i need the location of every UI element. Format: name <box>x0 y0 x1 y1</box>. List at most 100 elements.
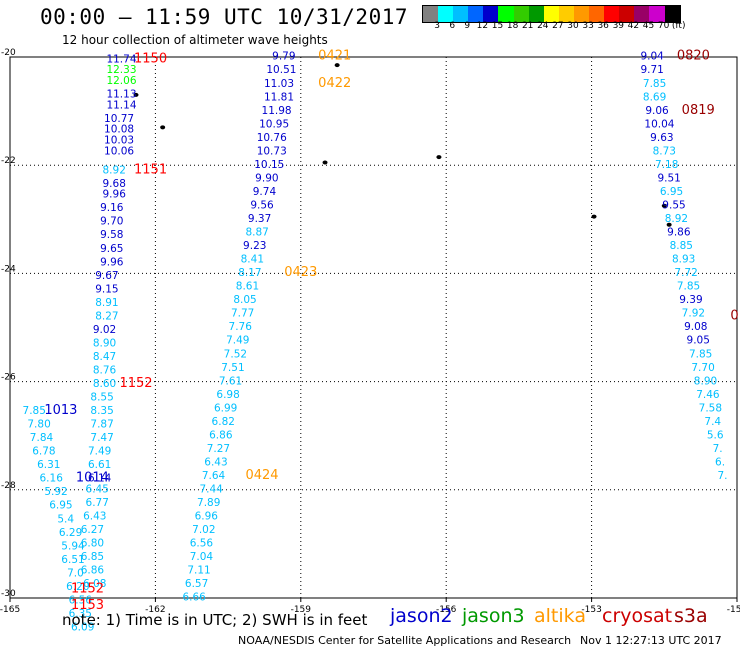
swh-value: 6.56 <box>190 538 214 550</box>
x-tick-label: -150 <box>727 605 740 615</box>
swh-value: 9.37 <box>248 213 271 225</box>
swh-value: 6.99 <box>214 402 237 414</box>
map-frame <box>9 56 738 599</box>
swh-value: 10.95 <box>259 118 289 130</box>
swh-value: 10.76 <box>257 132 287 144</box>
swh-value: 6.77 <box>86 497 109 509</box>
color-scale-cell <box>483 6 499 22</box>
pass-time-label: 0 <box>730 308 738 323</box>
swh-value: 12.33 <box>106 64 136 76</box>
swh-value: 7.49 <box>226 335 249 347</box>
swh-value: 9.05 <box>687 335 710 347</box>
pass-time-label: 1013 <box>44 403 77 418</box>
swh-value: 9.96 <box>103 189 127 201</box>
swh-value: 5.6 <box>707 429 724 441</box>
swh-value: 6.85 <box>81 551 104 563</box>
pass-time-label: 0423 <box>284 265 317 280</box>
swh-value: 7.85 <box>677 281 700 293</box>
y-tick-label: -24 <box>1 264 16 274</box>
swh-value: 9.67 <box>95 270 118 282</box>
color-scale-label: 9 <box>464 21 471 31</box>
swh-value: 7.76 <box>229 321 253 333</box>
island-mark <box>436 155 442 160</box>
swh-value: 6.29 <box>59 527 82 539</box>
swh-value: 6.61 <box>88 459 111 471</box>
swh-value: 7.58 <box>699 402 722 414</box>
swh-value: 9.16 <box>100 202 124 214</box>
swh-value: 7.11 <box>187 565 210 577</box>
swh-value: 6.66 <box>182 592 206 604</box>
color-scale-cell <box>468 6 484 22</box>
swh-value: 6.57 <box>185 578 208 590</box>
x-tick-label: -156 <box>436 605 457 615</box>
swh-value: 11.74 <box>106 53 136 65</box>
swh-value: 7.85 <box>643 78 666 90</box>
swh-value: 11.98 <box>262 105 292 117</box>
footer-timestamp: Nov 1 12:27:13 UTC 2017 <box>580 634 722 647</box>
swh-value: 7.49 <box>88 446 111 458</box>
swh-value: 7.85 <box>689 348 712 360</box>
color-scale-label: 12 <box>476 21 489 31</box>
swh-value: 10.06 <box>104 145 134 157</box>
color-scale-cell <box>589 6 605 22</box>
swh-value: 6.20 <box>66 581 89 593</box>
swh-value: 9.71 <box>640 64 663 76</box>
swh-value: 7.92 <box>682 308 705 320</box>
color-scale-label: 24 <box>537 21 549 31</box>
swh-value: 9.15 <box>95 283 118 295</box>
swh-value: 11.81 <box>264 91 294 103</box>
pass-time-label: 0819 <box>682 103 715 118</box>
swh-value: 8.73 <box>653 145 676 157</box>
x-tick-label: -162 <box>145 605 165 615</box>
swh-value: 7.61 <box>219 375 242 387</box>
swh-value: 8.87 <box>245 227 268 239</box>
island-mark <box>666 222 672 227</box>
swh-value: 9.63 <box>650 132 673 144</box>
swh-value: 7.80 <box>27 419 50 431</box>
color-scale-cell <box>528 6 544 22</box>
color-scale-cell <box>619 6 635 22</box>
color-scale-label: 15 <box>491 21 504 31</box>
pass-time-label: 1150 <box>134 51 167 66</box>
swh-value: 5.92 <box>44 486 67 498</box>
pass-time-label: 0421 <box>318 49 351 64</box>
swh-value: 7.04 <box>190 551 214 563</box>
swh-value: 8.92 <box>665 213 688 225</box>
swh-value: 7.85 <box>23 405 46 417</box>
swh-value: 8.76 <box>93 364 117 376</box>
pass-time-label: 0820 <box>677 49 710 64</box>
swh-value: 7.77 <box>231 308 254 320</box>
color-scale-cell <box>543 6 559 22</box>
swh-value: 6.09 <box>71 621 94 633</box>
swh-value: 10.03 <box>104 135 134 147</box>
swh-value: 6.56 <box>69 594 93 606</box>
swh-value: 8.91 <box>95 297 118 309</box>
units-note: note: 1) Time is in UTC; 2) SWH is in fe… <box>62 611 368 629</box>
swh-value: 6.43 <box>204 456 227 468</box>
swh-value: 10.15 <box>254 159 284 171</box>
swh-value: 7.44 <box>199 484 223 496</box>
color-scale-cell <box>634 6 650 22</box>
swh-value: 9.79 <box>272 51 295 63</box>
swh-value: 10.73 <box>257 145 287 157</box>
legend-item-cryosat: cryosat <box>602 605 673 627</box>
color-scale-label: 18 <box>506 21 519 31</box>
swh-value: 9.06 <box>645 105 669 117</box>
island-mark <box>160 125 166 130</box>
swh-value: 6.45 <box>86 484 109 496</box>
swh-value: 6.86 <box>81 565 105 577</box>
y-tick-label: -28 <box>1 481 16 491</box>
color-scale-cell <box>498 6 514 22</box>
swh-value: 8.41 <box>241 254 264 266</box>
color-scale-label: 70 <box>657 21 670 31</box>
swh-value: 6.95 <box>660 186 683 198</box>
legend-item-s3a: s3a <box>674 605 708 627</box>
swh-value: 8.47 <box>93 351 116 363</box>
island-mark <box>334 63 340 68</box>
color-scale-bar <box>422 5 681 23</box>
swh-value: 7.27 <box>207 443 230 455</box>
legend-item-jason3: jason3 <box>462 605 525 627</box>
color-scale-cell <box>438 6 454 22</box>
swh-value: 9.86 <box>667 227 691 239</box>
